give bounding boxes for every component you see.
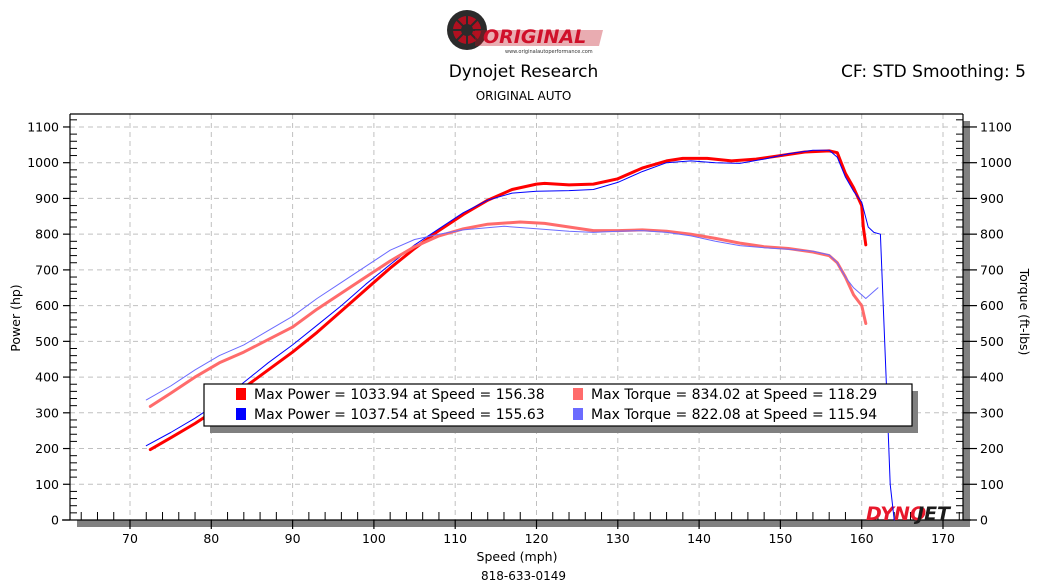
legend-item-power-run1: Max Power = 1033.94 at Speed = 156.38 xyxy=(254,387,545,403)
y2-axis-shadow xyxy=(963,121,970,527)
x-tick-label: 160 xyxy=(850,531,874,546)
x-tick-label: 90 xyxy=(285,531,301,546)
y-tick-label: 100 xyxy=(35,477,59,492)
x-tick-label: 80 xyxy=(203,531,219,546)
series-lines xyxy=(145,149,895,521)
y2-tick-label: 1100 xyxy=(980,119,1012,134)
y-tick-label: 1000 xyxy=(27,155,59,170)
logo-wordmark: ORIGINAL xyxy=(483,26,586,48)
correction-factor-label: CF: STD Smoothing: 5 xyxy=(841,62,1026,82)
footer-phone: 818-633-0149 xyxy=(480,569,566,583)
y2-tick-label: 300 xyxy=(980,405,1004,420)
x-tick-label: 110 xyxy=(443,531,467,546)
y-tick-label: 0 xyxy=(51,513,59,528)
y2-axis-title: Torque (ft-lbs) xyxy=(1017,268,1032,356)
y-tick-label: 600 xyxy=(35,298,59,313)
logo-url: www.originalautoperformance.com xyxy=(505,49,593,55)
axis-tick-labels: 70 80 90 100 110 120 130 140 150 160 170 0 0 100 100 20… xyxy=(27,119,1012,546)
legend-swatch-torque-run1 xyxy=(573,388,583,400)
original-auto-logo: ORIGINAL www.originalautoperformance.com xyxy=(447,10,603,55)
legend-item-power-run2: Max Power = 1037.54 at Speed = 155.63 xyxy=(254,407,545,423)
x-tick-label: 170 xyxy=(931,531,955,546)
legend-item-torque-run2: Max Torque = 822.08 at Speed = 115.94 xyxy=(591,407,877,423)
y2-tick-label: 800 xyxy=(980,227,1004,242)
y2-tick-label: 200 xyxy=(980,441,1004,456)
x-tick-label: 150 xyxy=(768,531,792,546)
y2-tick-label: 900 xyxy=(980,191,1004,206)
y2-tick-label: 1000 xyxy=(980,155,1012,170)
y2-tick-label: 0 xyxy=(980,513,988,528)
y-tick-label: 500 xyxy=(35,334,59,349)
chart-subtitle: ORIGINAL AUTO xyxy=(475,89,572,103)
series-torque-run-2 xyxy=(145,225,879,401)
y-tick-label: 700 xyxy=(35,262,59,277)
x-tick-label: 70 xyxy=(122,531,138,546)
y2-tick-label: 100 xyxy=(980,477,1004,492)
y-tick-label: 900 xyxy=(35,191,59,206)
y-tick-label: 200 xyxy=(35,441,59,456)
y2-tick-label: 600 xyxy=(980,298,1004,313)
grid xyxy=(70,114,963,520)
x-axis-title: Speed (mph) xyxy=(477,549,558,564)
x-tick-label: 120 xyxy=(525,531,549,546)
legend-swatch-torque-run2 xyxy=(573,408,583,420)
chart-title: Dynojet Research xyxy=(448,62,599,82)
axis-ticks xyxy=(63,119,977,529)
y-tick-label: 400 xyxy=(35,370,59,385)
x-axis-shadow xyxy=(77,520,970,527)
y2-tick-label: 400 xyxy=(980,370,1004,385)
series-power-run-2 xyxy=(145,149,895,521)
y2-tick-label: 500 xyxy=(980,334,1004,349)
y2-tick-label: 700 xyxy=(980,262,1004,277)
x-tick-label: 100 xyxy=(362,531,386,546)
legend: Max Power = 1033.94 at Speed = 156.38 Ma… xyxy=(203,383,918,433)
x-tick-label: 130 xyxy=(606,531,630,546)
legend-swatch-power-run2 xyxy=(236,408,246,420)
y-axis-title: Power (hp) xyxy=(8,284,23,351)
watermark-jet: JET xyxy=(913,503,952,525)
series-torque-run-1 xyxy=(148,220,868,408)
legend-swatch-power-run1 xyxy=(236,388,246,400)
legend-item-torque-run1: Max Torque = 834.02 at Speed = 118.29 xyxy=(591,387,877,403)
y-tick-label: 800 xyxy=(35,227,59,242)
y-tick-label: 300 xyxy=(35,405,59,420)
x-tick-label: 140 xyxy=(687,531,711,546)
watermark-dyno: DYNO xyxy=(866,503,926,525)
legend-box xyxy=(203,383,913,427)
y-tick-label: 1100 xyxy=(27,119,59,134)
